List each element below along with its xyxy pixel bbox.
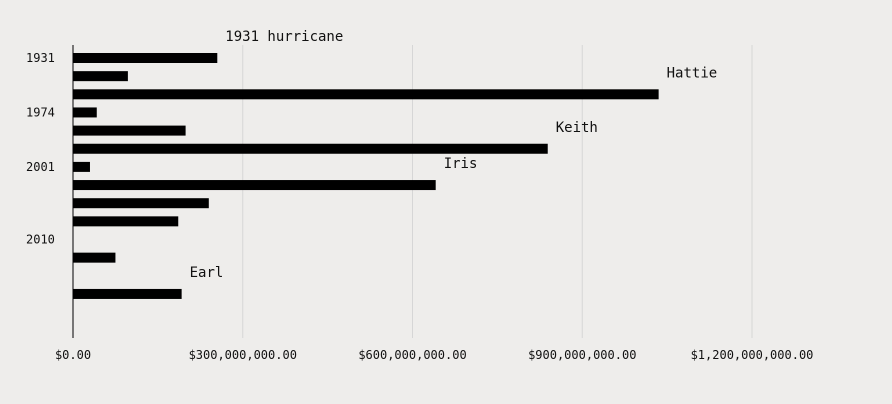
y-tick-label: 2010 [26, 233, 55, 247]
bar-2001 [73, 216, 179, 227]
x-tick-label: $300,000,000.00 [189, 348, 297, 362]
bars [73, 53, 659, 299]
bar-2001 [73, 198, 209, 209]
bar-1974 [73, 125, 186, 136]
labels: $0.00 $300,000,000.00 $600,000,000.00 $900,… [26, 29, 813, 362]
y-tick-label: 1931 [26, 51, 55, 65]
annotation-label: Earl [190, 265, 224, 281]
bar-2010 [73, 288, 182, 299]
x-tick-label: $900,000,000.00 [528, 348, 636, 362]
bar-2001 [73, 180, 436, 191]
bar-1931 [73, 89, 659, 100]
bar-1931 [73, 53, 218, 63]
annotation-label: Iris [444, 156, 478, 172]
y-tick-label: 2001 [26, 160, 55, 174]
annotation-label: Hattie [667, 65, 718, 81]
bar-1974 [73, 143, 548, 154]
bar-1931 [73, 71, 128, 82]
y-tick-label: 1974 [26, 105, 55, 119]
x-tick-label: $0.00 [55, 348, 91, 362]
bar-1974 [73, 107, 97, 118]
annotation-label: Keith [556, 120, 598, 136]
annotation-label: 1931 hurricane [225, 29, 343, 45]
x-tick-label: $600,000,000.00 [358, 348, 466, 362]
gridlines [242, 45, 753, 338]
bar-2001 [73, 161, 90, 172]
x-tick-label: $1,200,000,000.00 [691, 348, 814, 362]
bar-2010 [73, 252, 116, 263]
